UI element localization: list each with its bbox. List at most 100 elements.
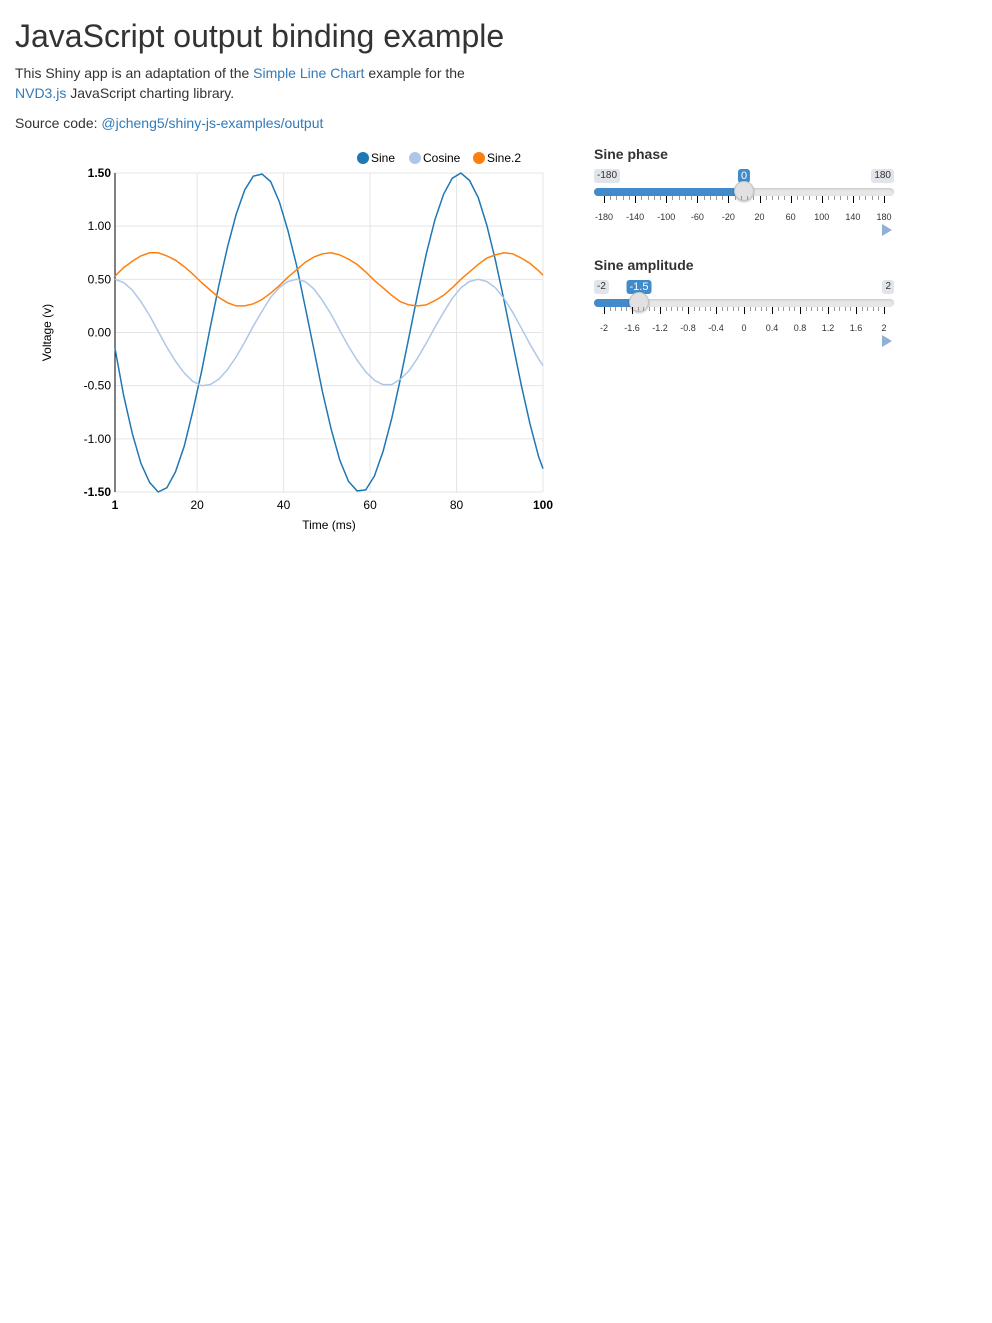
slider-major-tick <box>728 196 730 203</box>
slider-minor-tick <box>778 196 780 200</box>
slider-tick-label: 2 <box>881 323 887 333</box>
legend-item[interactable]: Sine.2 <box>473 151 522 165</box>
slider-minor-tick <box>867 307 869 311</box>
slider-minor-tick <box>740 196 742 200</box>
slider-minor-tick <box>839 307 841 311</box>
slider-major-tick <box>884 196 885 203</box>
source-label: Source code: <box>15 115 102 131</box>
slider-tick-label: 180 <box>876 212 892 222</box>
slider-minor-tick <box>850 307 852 311</box>
slider-minor-tick <box>622 196 624 200</box>
series-line-sine-2[interactable] <box>114 252 544 307</box>
y-tick-label: 1.00 <box>88 219 112 233</box>
slider-fill <box>594 299 639 307</box>
sine-phase-slider[interactable]: -180 180 0 -180 -140 -100 -60 -20 20 60 100 140 1… <box>594 168 894 238</box>
slider-tick-label: 0.8 <box>793 323 807 333</box>
slider-minor-tick <box>846 196 848 200</box>
slider-major-tick <box>666 196 668 203</box>
slider-track[interactable] <box>594 292 894 312</box>
slider-minor-tick <box>816 307 818 311</box>
series-line-cosine[interactable] <box>114 278 544 387</box>
slider-tick-label: 20 <box>754 212 765 222</box>
slider-max-label: 2 <box>882 280 894 294</box>
slider-minor-tick <box>861 307 863 311</box>
slider-min-label: -180 <box>594 169 621 183</box>
intro-text-after: JavaScript charting library. <box>66 85 235 101</box>
slider-handle[interactable] <box>734 181 754 201</box>
slider-major-tick <box>635 196 637 203</box>
nvd3-link[interactable]: NVD3.js <box>15 85 67 101</box>
slider-minor-tick <box>788 307 790 311</box>
slider-minor-tick <box>784 196 786 200</box>
slider-minor-tick <box>822 307 824 311</box>
slider-minor-tick <box>796 196 798 200</box>
sine-phase-control: Sine phase -180 180 0 -180 -140 -100 -60 -20… <box>594 145 894 238</box>
play-icon[interactable] <box>882 335 892 347</box>
slider-minor-tick <box>755 307 757 311</box>
play-icon[interactable] <box>882 224 892 236</box>
slider-ticks <box>594 307 894 321</box>
source-code-link[interactable]: @jcheng5/shiny-js-examples/output <box>101 115 324 131</box>
slider-major-tick <box>604 196 605 203</box>
slider-minor-tick <box>777 307 779 311</box>
slider-minor-tick <box>648 307 650 311</box>
slider-minor-tick <box>794 307 796 311</box>
legend-item[interactable]: Sine <box>357 151 396 165</box>
slider-minor-tick <box>872 307 874 311</box>
slider-minor-tick <box>710 307 712 311</box>
slider-tick-labels: -180 -140 -100 -60 -20 20 60 100 140 180 <box>594 212 894 224</box>
slider-tick-label: -0.8 <box>680 323 696 333</box>
slider-major-tick <box>632 307 633 314</box>
slider-minor-tick <box>665 307 667 311</box>
slider-minor-tick <box>833 307 835 311</box>
chart-gridlines <box>114 172 544 493</box>
legend-swatch <box>473 152 485 164</box>
y-tick-label: -0.50 <box>84 379 112 393</box>
slider-minor-tick <box>620 307 622 311</box>
slider-track[interactable] <box>594 181 894 201</box>
slider-minor-tick <box>676 307 678 311</box>
slider-minor-tick <box>641 196 643 200</box>
slider-tick-label: 100 <box>814 212 830 222</box>
intro-text-before: This Shiny app is an adaptation of the <box>15 65 254 81</box>
series-line-sine[interactable] <box>114 172 544 493</box>
slider-tick-label: 60 <box>785 212 796 222</box>
x-tick-label: 40 <box>277 498 291 512</box>
slider-minor-tick <box>616 196 618 200</box>
x-tick-label: 100 <box>533 498 553 512</box>
slider-minor-tick <box>760 307 762 311</box>
slider-minor-tick <box>722 196 724 200</box>
slider-minor-tick <box>703 196 705 200</box>
slider-tick-label: -140 <box>626 212 645 222</box>
slider-minor-tick <box>704 307 706 311</box>
slider-max-label: 180 <box>871 169 894 183</box>
slider-min-label: -2 <box>594 280 609 294</box>
slider-minor-tick <box>877 196 879 200</box>
y-tick-label: -1.00 <box>84 432 112 446</box>
chart-series[interactable] <box>114 172 544 493</box>
slider-minor-tick <box>691 196 693 200</box>
slider-minor-tick <box>678 196 680 200</box>
legend-label: Sine <box>371 151 395 165</box>
slider-minor-tick <box>766 307 768 311</box>
slider-minor-tick <box>805 307 807 311</box>
intro-text-middle: example for the <box>364 65 465 81</box>
legend-label: Sine.2 <box>487 151 521 165</box>
slider-minor-tick <box>637 307 639 311</box>
slider-minor-tick <box>738 307 740 311</box>
x-tick-label: 60 <box>363 498 377 512</box>
y-tick-label: -1.50 <box>84 485 112 499</box>
chart-axes: Voltage (v) Time (ms) 1 20 40 60 80 100 1.50 1.… <box>40 166 553 532</box>
slider-minor-tick <box>672 196 674 200</box>
slider-major-tick <box>697 196 699 203</box>
slider-minor-tick <box>643 307 645 311</box>
legend-item[interactable]: Cosine <box>409 151 461 165</box>
sine-amplitude-slider[interactable]: -2 2 -1.5 -2 -1.6 -1.2 -0.8 -0.4 0 0.4 0.8 1.2 1.… <box>594 279 894 349</box>
simple-line-chart-link[interactable]: Simple Line Chart <box>253 65 365 81</box>
y-tick-label: 1.50 <box>88 166 112 180</box>
line-chart[interactable]: Voltage (v) Time (ms) 1 20 40 60 80 100 1.50 1.… <box>15 140 575 540</box>
slider-tick-label: 140 <box>845 212 861 222</box>
slider-minor-tick <box>709 196 711 200</box>
slider-fill <box>594 188 744 196</box>
chart-legend[interactable]: Sine Cosine Sine.2 <box>357 151 522 165</box>
